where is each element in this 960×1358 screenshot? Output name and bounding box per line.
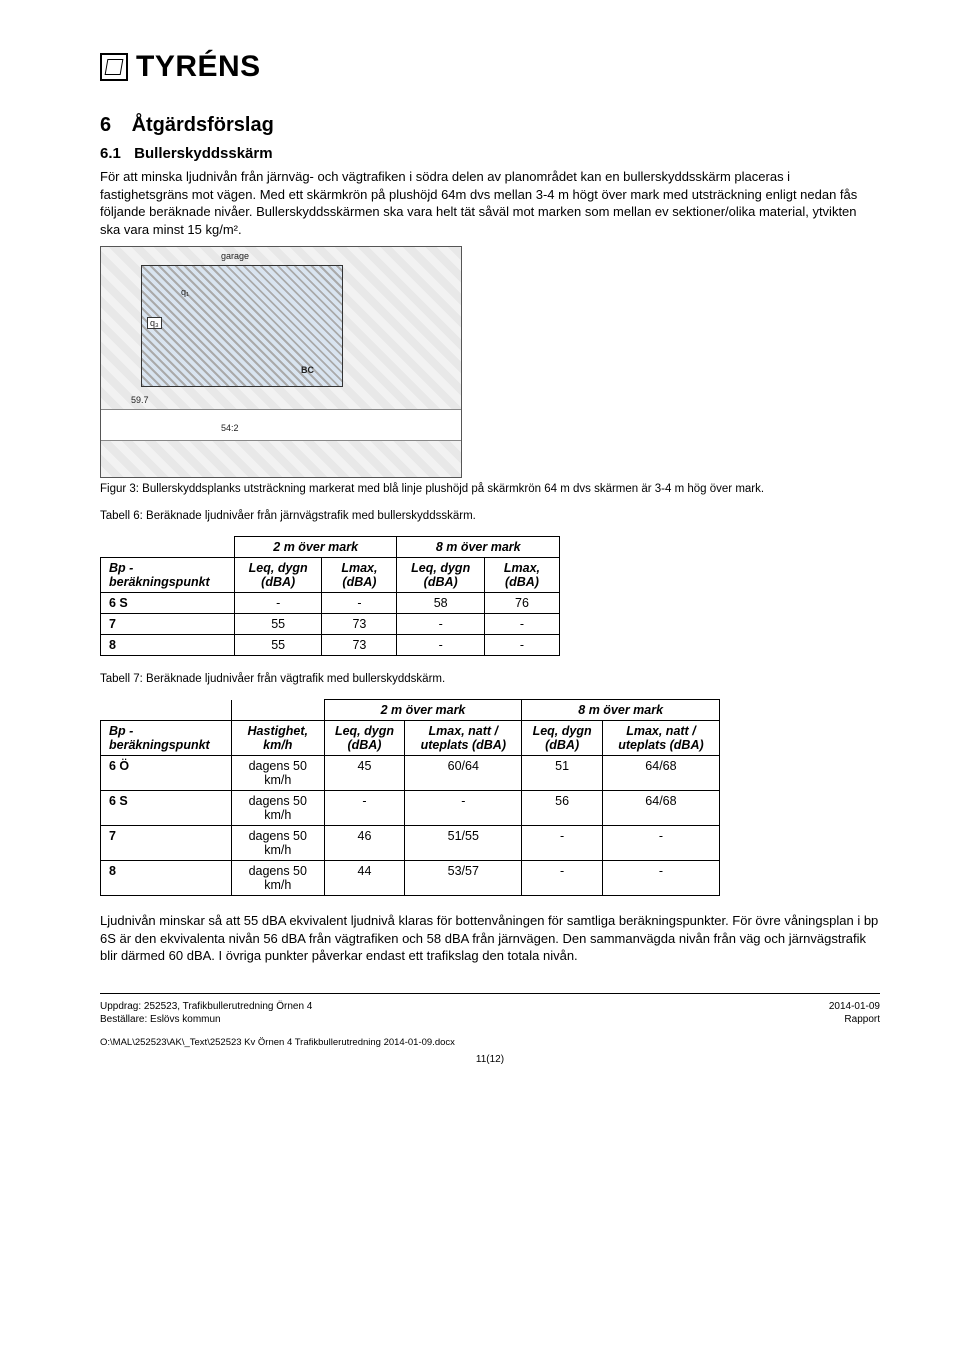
- paragraph-conclusion: Ljudnivån minskar så att 55 dBA ekvivale…: [100, 912, 880, 965]
- t7-leq8: 56: [522, 791, 603, 826]
- t6-lmax8: -: [484, 635, 559, 656]
- t6-leq8: -: [397, 614, 485, 635]
- t7-leq8: -: [522, 826, 603, 861]
- table7-caption: Tabell 7: Beräknade ljudnivåer från vägt…: [100, 672, 880, 687]
- t6-lmax2-header: Lmax, (dBA): [322, 558, 397, 593]
- t6-leq2: -: [234, 593, 322, 614]
- t7-leq8: -: [522, 861, 603, 896]
- figure-label-q1: q₁: [181, 287, 189, 297]
- t7-leq2: -: [324, 791, 405, 826]
- t6-bp-header: Bp - beräkningspunkt: [101, 558, 235, 593]
- t6-leq2-header: Leq, dygn (dBA): [234, 558, 322, 593]
- figure-label-597: 59.7: [131, 395, 149, 405]
- t6-lmax2: 73: [322, 635, 397, 656]
- paragraph-intro: För att minska ljudnivån från järnväg- o…: [100, 168, 880, 238]
- t6-bp: 6 S: [101, 593, 235, 614]
- t6-leq8-header: Leq, dygn (dBA): [397, 558, 485, 593]
- table6-caption: Tabell 6: Beräknade ljudnivåer från järn…: [100, 509, 880, 524]
- footer-bestallare: Beställare: Eslövs kommun: [100, 1013, 312, 1027]
- t6-group-8m: 8 m över mark: [397, 537, 560, 558]
- t7-bp-header: Bp - beräkningspunkt: [101, 721, 232, 756]
- figure-label-542: 54:2: [221, 423, 239, 433]
- table-row: 8dagens 50 km/h4453/57--: [101, 861, 720, 896]
- section-heading: 6 Åtgärdsförslag: [100, 114, 880, 137]
- road-line: [101, 409, 461, 441]
- t7-hast: dagens 50 km/h: [231, 756, 324, 791]
- page-number: 11(12): [100, 1054, 880, 1065]
- t7-group-8m: 8 m över mark: [522, 700, 720, 721]
- company-name: TYRÉNS: [136, 50, 261, 84]
- file-path: O:\MAL\252523\AK\_Text\252523 Kv Örnen 4…: [100, 1037, 880, 1048]
- t7-leq2: 45: [324, 756, 405, 791]
- t7-lmax8: -: [602, 861, 719, 896]
- t7-lmax8: 64/68: [602, 791, 719, 826]
- t7-leq8-header: Leq, dygn (dBA): [522, 721, 603, 756]
- t7-bp: 6 Ö: [101, 756, 232, 791]
- t6-lmax8-header: Lmax, (dBA): [484, 558, 559, 593]
- t7-bp: 7: [101, 826, 232, 861]
- t7-lmax2: 53/57: [405, 861, 522, 896]
- subsection-heading: 6.1 Bullerskyddsskärm: [100, 145, 880, 162]
- page-footer: Uppdrag: 252523, Trafikbullerutredning Ö…: [100, 993, 880, 1027]
- t7-lmax2: 60/64: [405, 756, 522, 791]
- t7-lmax2-header: Lmax, natt / uteplats (dBA): [405, 721, 522, 756]
- table-7: 2 m över mark 8 m över mark Bp - beräkni…: [100, 699, 720, 896]
- section-number: 6: [100, 114, 126, 137]
- t6-bp: 7: [101, 614, 235, 635]
- t7-lmax2: 51/55: [405, 826, 522, 861]
- footer-uppdrag: Uppdrag: 252523, Trafikbullerutredning Ö…: [100, 1000, 312, 1014]
- t7-leq2-header: Leq, dygn (dBA): [324, 721, 405, 756]
- footer-date: 2014-01-09: [829, 1000, 880, 1014]
- table-row: 7dagens 50 km/h4651/55--: [101, 826, 720, 861]
- t6-lmax2: 73: [322, 614, 397, 635]
- footer-left: Uppdrag: 252523, Trafikbullerutredning Ö…: [100, 1000, 312, 1027]
- t7-hast-header: Hastighet, km/h: [231, 721, 324, 756]
- section-title: Åtgärdsförslag: [132, 114, 274, 136]
- t6-leq8: 58: [397, 593, 485, 614]
- t7-hast: dagens 50 km/h: [231, 861, 324, 896]
- footer-rapport: Rapport: [829, 1013, 880, 1027]
- subsection-title: Bullerskyddsskärm: [134, 145, 272, 162]
- t7-leq2: 46: [324, 826, 405, 861]
- figure-caption: Figur 3: Bullerskyddsplanks utsträckning…: [100, 482, 880, 497]
- document-page: TYRÉNS 6 Åtgärdsförslag 6.1 Bullerskydds…: [0, 0, 960, 1105]
- t6-leq8: -: [397, 635, 485, 656]
- table-row: 75573--: [101, 614, 560, 635]
- table-row: 6 Ödagens 50 km/h4560/645164/68: [101, 756, 720, 791]
- t6-leq2: 55: [234, 635, 322, 656]
- t7-lmax8: -: [602, 826, 719, 861]
- t6-group-2m: 2 m över mark: [234, 537, 397, 558]
- figure-map: garage BC 59.7 54:2 q₁ q₃: [100, 246, 462, 478]
- table-row: 6 S--5876: [101, 593, 560, 614]
- company-logo-icon: [100, 53, 128, 81]
- t6-bp: 8: [101, 635, 235, 656]
- table-6: 2 m över mark 8 m över mark Bp - beräkni…: [100, 536, 560, 656]
- figure-label-garage: garage: [221, 251, 249, 261]
- figure-label-bc: BC: [301, 365, 314, 375]
- t6-lmax8: 76: [484, 593, 559, 614]
- t7-hast: dagens 50 km/h: [231, 791, 324, 826]
- t7-leq2: 44: [324, 861, 405, 896]
- footer-right: 2014-01-09 Rapport: [829, 1000, 880, 1027]
- figure-label-q3: q₃: [147, 317, 162, 329]
- t6-lmax2: -: [322, 593, 397, 614]
- t7-lmax8-header: Lmax, natt / uteplats (dBA): [602, 721, 719, 756]
- t7-leq8: 51: [522, 756, 603, 791]
- t6-leq2: 55: [234, 614, 322, 635]
- t6-lmax8: -: [484, 614, 559, 635]
- t7-bp: 8: [101, 861, 232, 896]
- t7-hast: dagens 50 km/h: [231, 826, 324, 861]
- table-row: 6 Sdagens 50 km/h--5664/68: [101, 791, 720, 826]
- t7-bp: 6 S: [101, 791, 232, 826]
- t7-lmax2: -: [405, 791, 522, 826]
- logo-row: TYRÉNS: [100, 50, 880, 84]
- t7-group-2m: 2 m över mark: [324, 700, 522, 721]
- table-row: 85573--: [101, 635, 560, 656]
- t7-lmax8: 64/68: [602, 756, 719, 791]
- subsection-number: 6.1: [100, 145, 130, 162]
